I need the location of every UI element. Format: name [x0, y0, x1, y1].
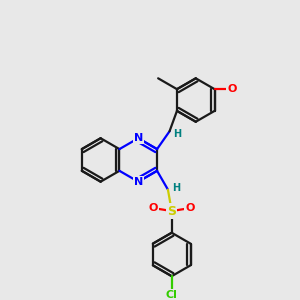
Text: N: N	[134, 177, 143, 187]
Text: H: H	[172, 183, 180, 193]
Text: H: H	[173, 129, 181, 139]
Text: Cl: Cl	[166, 290, 178, 300]
Text: S: S	[167, 205, 176, 218]
Text: O: O	[227, 84, 237, 94]
Text: O: O	[185, 203, 195, 213]
Text: O: O	[148, 203, 158, 213]
Text: N: N	[134, 133, 143, 143]
